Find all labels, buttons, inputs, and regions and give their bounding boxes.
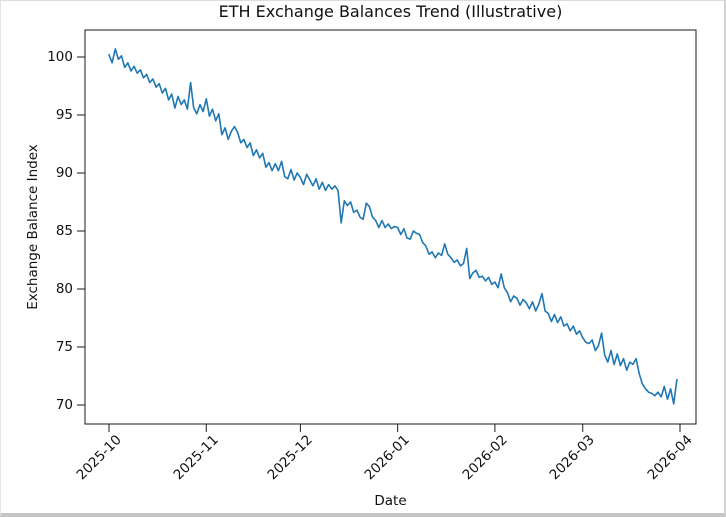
y-tick-label: 95 [55,107,73,123]
x-axis-label: Date [374,493,407,509]
y-tick-label: 80 [55,281,73,297]
balance-trend-line [108,48,678,405]
y-tick-label: 100 [47,49,73,65]
y-tick-label: 85 [55,223,73,239]
axes-frame [84,29,697,425]
chart-title: ETH Exchange Balances Trend (Illustrativ… [218,2,563,21]
y-tick-label: 70 [55,397,73,413]
y-tick-label: 75 [55,339,73,355]
y-tick-label: 90 [55,165,73,181]
